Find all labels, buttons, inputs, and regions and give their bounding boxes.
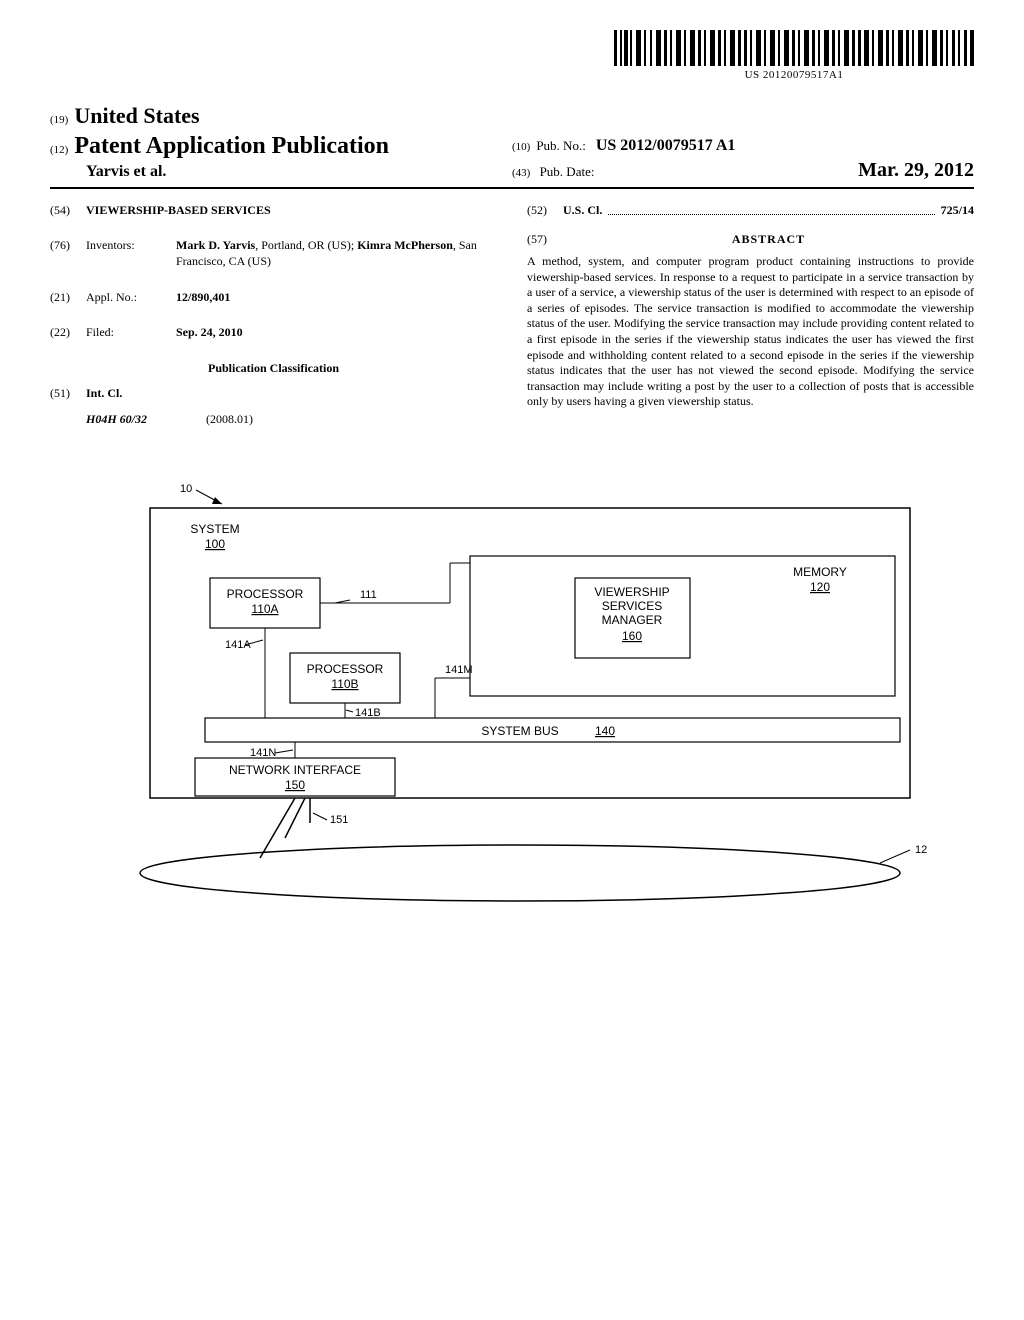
proc-b-label: PROCESSOR: [307, 662, 384, 676]
vsm-l1: VIEWERSHIP: [594, 585, 669, 599]
author-line: Yarvis et al.: [86, 162, 512, 183]
biblio-columns: (54) VIEWERSHIP-BASED SERVICES (76) Inve…: [50, 203, 974, 438]
ref-151: 151: [330, 814, 348, 826]
inventors-value: Mark D. Yarvis, Portland, OR (US); Kimra…: [176, 238, 497, 269]
barcode-number: US 20120079517A1: [614, 68, 974, 82]
proc-b-num: 110B: [331, 677, 358, 691]
right-column: (52) U.S. Cl. 725/14 (57) ABSTRACT A met…: [527, 203, 974, 438]
code-22: (22): [50, 325, 86, 341]
code-10: (10): [512, 140, 530, 154]
ref-10: 10: [180, 483, 192, 495]
pubno-label: Pub. No.:: [536, 138, 585, 155]
uscl-label: U.S. Cl.: [563, 203, 602, 219]
ref-141N: 141N: [250, 747, 276, 759]
code-51: (51): [50, 386, 86, 402]
country: United States: [74, 102, 199, 131]
pub-class-heading: Publication Classification: [50, 361, 497, 377]
ref-141M: 141M: [445, 664, 473, 676]
inventors-label: Inventors:: [86, 238, 176, 269]
uscl-value: 725/14: [941, 203, 974, 219]
ref-12: 12: [915, 844, 927, 856]
dot-leader: [608, 203, 934, 216]
pubno-value: US 2012/0079517 A1: [596, 136, 736, 157]
doc-type: Patent Application Publication: [74, 131, 389, 162]
netif-label: NETWORK INTERFACE: [229, 763, 361, 777]
memory-label: MEMORY: [793, 565, 847, 579]
left-column: (54) VIEWERSHIP-BASED SERVICES (76) Inve…: [50, 203, 497, 438]
invention-title: VIEWERSHIP-BASED SERVICES: [86, 203, 271, 219]
code-19: (19): [50, 113, 68, 127]
proc-a-label: PROCESSOR: [227, 587, 304, 601]
filed-label: Filed:: [86, 325, 176, 341]
vsm-num: 160: [622, 629, 642, 643]
intcl-code: H04H 60/32: [86, 412, 206, 428]
barcode-region: US 20120079517A1: [50, 30, 974, 82]
applno-label: Appl. No.:: [86, 290, 176, 306]
code-43: (43): [512, 167, 530, 179]
code-12: (12): [50, 143, 68, 157]
memory-num: 120: [810, 580, 830, 594]
code-52: (52): [527, 203, 563, 219]
bus-num: 140: [595, 724, 615, 738]
pubdate-label: Pub. Date:: [540, 164, 595, 179]
filed-value: Sep. 24, 2010: [176, 325, 497, 341]
pubdate-value: Mar. 29, 2012: [858, 157, 974, 183]
ref-141A: 141A: [225, 639, 251, 651]
code-54: (54): [50, 203, 86, 219]
intcl-year: (2008.01): [206, 412, 253, 428]
abstract-text: A method, system, and computer program p…: [527, 254, 974, 410]
vsm-l2: SERVICES: [602, 599, 662, 613]
ref-111: 111: [360, 589, 377, 601]
intcl-label: Int. Cl.: [86, 386, 122, 402]
system-label: SYSTEM: [190, 522, 239, 536]
vsm-l3: MANAGER: [602, 613, 663, 627]
code-57: (57): [527, 232, 563, 248]
code-76: (76): [50, 238, 86, 269]
figure-diagram: 10 SYSTEM 100 PROCESSOR 110A 111 141A PR…: [50, 478, 974, 938]
code-21: (21): [50, 290, 86, 306]
ref-141B: 141B: [355, 707, 381, 719]
netif-num: 150: [285, 778, 305, 792]
abstract-heading: ABSTRACT: [563, 232, 974, 248]
system-num: 100: [205, 537, 225, 551]
header: (19) United States (12) Patent Applicati…: [50, 102, 974, 189]
proc-a-num: 110A: [251, 602, 278, 616]
bus-label: SYSTEM BUS: [481, 724, 558, 738]
barcode: US 20120079517A1: [614, 30, 974, 82]
applno-value: 12/890,401: [176, 290, 497, 306]
